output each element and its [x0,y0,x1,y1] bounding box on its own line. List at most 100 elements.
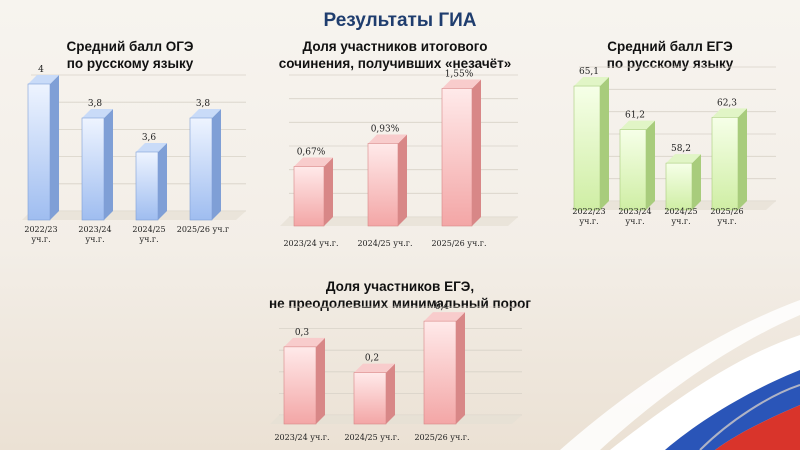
category-label: 2025/26 [710,207,743,216]
category-label: 2022/23 [24,225,57,234]
bar-side [600,77,609,210]
bar [189,109,221,221]
bar-side [646,120,655,210]
data-label: 58,2 [671,144,691,154]
bar-front [665,162,693,211]
category-label: уч.г. [139,235,158,244]
data-label: 4 [38,65,44,75]
bar [619,120,655,211]
data-label: 0,67% [297,148,326,158]
category-label: 2025/26 уч.г [177,225,230,234]
chart-title-essay: Доля участников итогового сочинения, пол… [270,38,520,72]
bar [293,157,333,227]
bar-front [711,117,739,211]
category-label: 2024/25 [132,225,165,234]
bar-side [692,154,701,210]
data-label: 3,8 [196,99,211,109]
category-label: 2024/25 уч.г. [357,239,412,248]
bar-top [666,154,701,164]
category-label: 2023/24 уч.г. [274,433,329,442]
chart-essay-fail-share: 0,67% 2023/24 уч.г. 0,93% 2024/25 уч.г. 1,55… [280,69,518,248]
chart-title-essay-line-1: Доля участников итогового [302,39,488,54]
bar [353,363,395,425]
bar-front [293,166,325,227]
bar-side [104,109,113,220]
page-title: Результаты ГИА [323,10,477,31]
bar-front [283,346,317,425]
data-label: 0,2 [365,354,379,364]
category-label: уч.г. [671,217,690,226]
bar-front [573,85,601,211]
bar-top [294,157,333,167]
bar-side [324,157,333,226]
bar-top [82,109,113,118]
category-label: 2024/25 [664,207,697,216]
data-label: 3,6 [142,133,157,143]
bar-front [367,143,399,227]
bar [711,108,747,211]
bar [135,143,167,221]
category-label: уч.г. [579,217,598,226]
bar-front [619,129,647,211]
bar-side [50,75,59,220]
bar-side [738,108,747,210]
bar [665,154,701,211]
bar-top [574,77,609,87]
chart-title-oge: Средний балл ОГЭ по русскому языку [30,38,230,72]
bar-side [456,312,465,424]
bar-top [442,79,481,89]
bar-top [620,120,655,130]
bar-top [190,109,221,118]
bar [367,134,407,227]
bar-top [136,143,167,152]
bar-top [368,134,407,144]
chart-oge-average: 42022/23уч.г.3,82023/24уч.г.3,62024/25уч… [22,65,246,244]
chart-title-ege-line-1: Средний балл ЕГЭ [607,39,733,54]
bar-front [353,372,387,425]
data-label: 0,4 [435,302,450,312]
data-label: 61,2 [625,111,645,121]
chart-ege-average: 65,12022/23уч.г.61,22023/24уч.г.58,22024… [570,66,776,226]
data-label: 0,93% [371,124,400,134]
category-label: 2023/24 [78,225,111,234]
bar-side [212,109,221,220]
chart-ege-below-threshold: 0,3 2023/24 уч.г. 0,2 2024/25 уч.г. 0,4 2025/… [270,302,522,442]
category-label: 2023/24 уч.г. [283,239,338,248]
chart-title-oge-line-1: Средний балл ОГЭ [66,39,194,54]
chart-title-oge-line-2: по русскому языку [66,56,194,71]
data-label: 3,8 [88,99,103,109]
bar-front [189,117,213,221]
bar-front [423,320,457,425]
chart-title-essay-line-2: сочинения, получивших «незачёт» [278,56,512,71]
bar-side [398,134,407,226]
bar-side [472,79,481,226]
category-label: уч.г. [625,217,644,226]
category-label: уч.г. [717,217,736,226]
bar [423,312,465,425]
bar-side [158,143,167,220]
bar-top [354,363,395,373]
bar-top [712,108,747,118]
bar-front [27,83,51,221]
category-label: 2023/24 [618,207,651,216]
bar-side [386,363,395,424]
bar-front [81,117,105,221]
bar [81,109,113,221]
data-label: 65,1 [579,67,599,77]
bar-top [28,75,59,84]
bar [573,77,609,211]
bar [27,75,59,221]
bar-top [424,312,465,322]
category-label: уч.г. [85,235,104,244]
data-label: 0,3 [295,328,310,338]
data-label: 1,55% [445,69,474,79]
chart-title-ege-threshold-line-1: Доля участников ЕГЭ, [325,279,475,294]
category-label: 2025/26 уч.г. [431,239,486,248]
bar-front [441,88,473,227]
bar-top [284,337,325,347]
data-label: 62,3 [717,98,737,108]
category-label: 2025/26 уч.г. [414,433,469,442]
category-label: уч.г. [31,235,50,244]
bar-front [135,151,159,221]
